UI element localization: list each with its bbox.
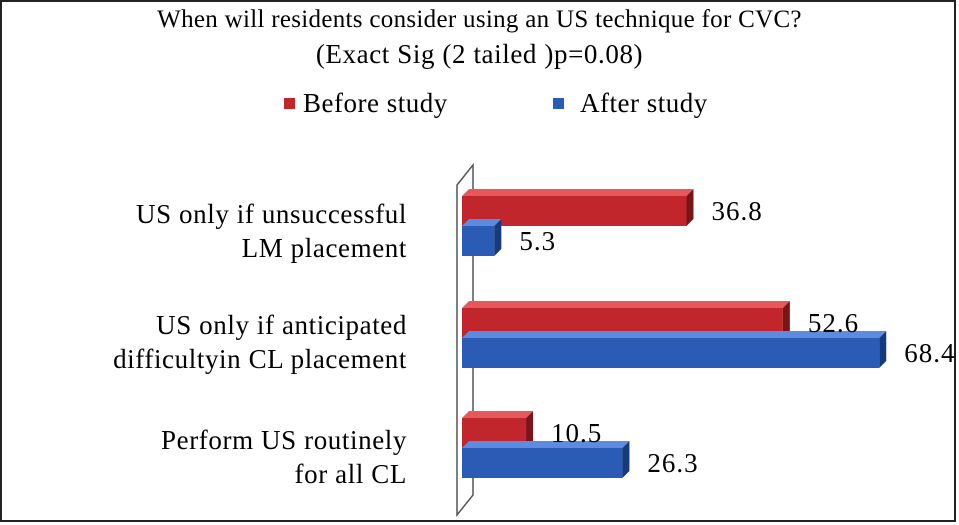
legend-swatch-before [284,98,295,109]
bar-before-2-side [782,301,790,338]
bar-before-2-top [462,301,790,308]
bar-after-1-top [462,219,502,226]
value-labels: 36.8 52.6 10.5 5.3 68.4 26.3 [519,196,955,478]
bar-before-3-side [526,411,534,448]
bar-after-3 [462,441,630,478]
category-label-2-line2: difficultyin CL placement [113,344,407,374]
category-label-3: Perform US routinely for all CL [161,423,407,491]
bar-after-1 [462,219,502,256]
chart-title: When will residents consider using an US… [157,6,802,33]
bar-after-3-front [462,448,623,478]
category-label-3-line1: Perform US routinely [161,425,407,455]
category-label-1: US only if unsuccessful LM placement [136,197,407,265]
legend-item-after: After study [553,88,708,119]
bar-after-1-side [494,219,502,256]
category-label-3-line2: for all CL [294,459,407,489]
bar-after-2-side [879,331,887,368]
value-label-after-2: 68.4 [904,338,955,368]
bar-before-3-top [462,411,534,418]
bar-before-1-side [686,189,694,226]
legend-item-before: Before study [284,88,448,119]
bar-after-1-front [462,226,495,256]
value-label-before-3: 10.5 [551,418,602,448]
value-label-after-3: 26.3 [647,448,698,478]
bar-before-1-top [462,189,694,196]
bar-after-2-top [462,331,887,338]
bar-after-2-front [462,338,880,368]
bar-after-3-top [462,441,630,448]
chart-subtitle: (Exact Sig (2 tailed )p=0.08) [315,39,644,69]
value-label-before-2: 52.6 [808,308,859,338]
bar-before-1 [462,189,694,226]
category-label-2: US only if anticipated difficultyin CL p… [113,308,407,376]
category-label-2-line1: US only if anticipated [156,310,407,340]
bar-after-3-side [622,441,630,478]
legend-label-after: After study [580,88,708,118]
bar-after-2 [462,331,887,368]
category-label-1-line1: US only if unsuccessful [135,199,407,229]
category-label-1-line2: LM placement [241,233,407,263]
legend-swatch-after [553,98,564,109]
value-label-before-1: 36.8 [711,196,762,226]
legend-label-before: Before study [303,88,448,118]
bars [462,189,887,478]
value-label-after-1: 5.3 [519,226,556,256]
